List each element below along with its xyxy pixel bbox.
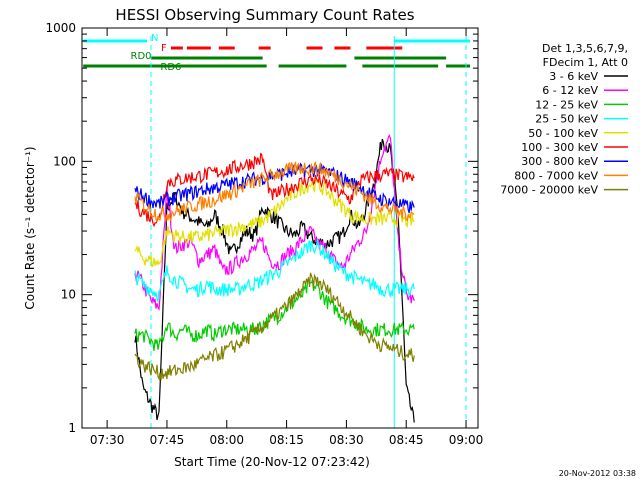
- x-axis-label: Start Time (20-Nov-12 07:23:42): [174, 455, 370, 469]
- legend-label-12-25-kev: 12 - 25 keV: [535, 98, 598, 111]
- series-line-50-100-kev: [134, 178, 415, 269]
- annotation-n: N: [151, 33, 158, 44]
- series-line-100-300-kev: [134, 152, 415, 228]
- y-tick-label-0: 1: [68, 421, 76, 435]
- annotation-rd6: RD6: [160, 62, 181, 73]
- series-line-3-6-kev: [134, 138, 415, 423]
- x-tick-label-6: 09:00: [449, 433, 484, 447]
- legend-label-7000-20000-kev: 7000 - 20000 keV: [500, 184, 598, 197]
- x-tick-label-5: 08:45: [389, 433, 424, 447]
- axes: 07:30 07:45 08:00 08:15 08:30 08:45 09:00 1 10 10…: [45, 21, 483, 447]
- annotation-rd0: RD0: [131, 51, 152, 62]
- legend-label-3-6-kev: 3 - 6 keV: [549, 70, 598, 83]
- legend-label-6-12-kev: 6 - 12 keV: [542, 84, 598, 97]
- legend-header-line-1: Det 1,3,5,6,7,9,: [542, 42, 628, 55]
- plot-frame: [81, 27, 479, 429]
- x-tick-label-3: 08:15: [269, 433, 304, 447]
- legend-label-800-7000-kev: 800 - 7000 keV: [514, 169, 598, 182]
- series-lines: [134, 134, 415, 423]
- x-tick-label-0: 07:30: [90, 433, 125, 447]
- series-line-800-7000-kev: [134, 160, 415, 223]
- series-line-6-12-kev: [134, 134, 415, 311]
- vertical-markers: [150, 36, 467, 428]
- legend-header-line-2: FDecim 1, Att 0: [543, 56, 628, 69]
- footer-date: 20-Nov-2012 03:38: [559, 469, 636, 478]
- y-tick-label-3: 1000: [45, 21, 76, 35]
- series-line-7000-20000-kev: [134, 272, 415, 381]
- annotation-f: F: [161, 43, 167, 54]
- flag-bars: NF RD0 RD6: [83, 33, 471, 73]
- x-tick-label-1: 07:45: [150, 433, 185, 447]
- legend-label-50-100-kev: 50 - 100 keV: [528, 127, 598, 140]
- x-tick-label-2: 08:00: [209, 433, 244, 447]
- chart-title: HESSI Observing Summary Count Rates: [115, 6, 414, 24]
- x-tick-label-4: 08:30: [329, 433, 364, 447]
- series-line-12-25-kev: [134, 279, 415, 351]
- legend-label-25-50-kev: 25 - 50 keV: [535, 113, 598, 126]
- y-tick-label-1: 10: [61, 288, 76, 302]
- legend-label-300-800-kev: 300 - 800 keV: [521, 155, 598, 168]
- y-axis-label: Count Rate (s⁻¹ detector⁻¹): [23, 146, 37, 309]
- legend-label-100-300-kev: 100 - 300 keV: [521, 141, 598, 154]
- y-tick-label-2: 100: [53, 154, 76, 168]
- series-line-25-50-kev: [134, 239, 415, 304]
